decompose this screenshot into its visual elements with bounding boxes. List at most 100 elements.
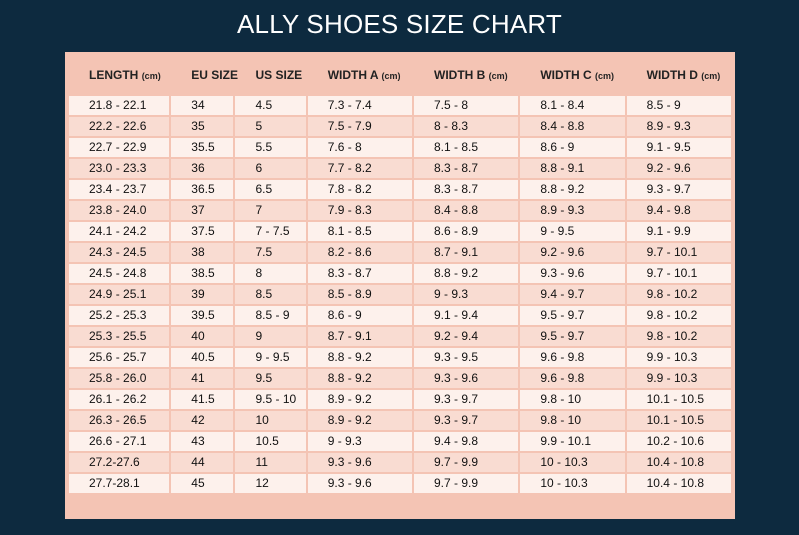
cell-width-d: 8.5 - 9 — [626, 96, 731, 115]
cell-length: 25.8 - 26.0 — [69, 369, 170, 388]
cell-eu-size: 35 — [171, 117, 234, 136]
column-header-unit: (cm) — [381, 71, 401, 81]
cell-width-b: 9 - 9.3 — [414, 285, 519, 304]
cell-width-b: 8.3 - 8.7 — [414, 180, 519, 199]
cell-length: 24.1 - 24.2 — [69, 222, 170, 241]
cell-width-d: 9.4 - 9.8 — [626, 201, 731, 220]
cell-us-size: 7 — [235, 201, 306, 220]
table-row: 27.7-28.1 45 12 9.3 - 9.6 9.7 - 9.9 10 -… — [69, 474, 731, 493]
cell-width-c: 9 - 9.5 — [520, 222, 625, 241]
cell-us-size: 9 — [235, 327, 306, 346]
cell-width-c: 9.5 - 9.7 — [520, 327, 625, 346]
table-row: 24.3 - 24.5 38 7.5 8.2 - 8.6 8.7 - 9.1 9… — [69, 243, 731, 262]
cell-eu-size: 38.5 — [171, 264, 234, 283]
column-header-width-b: WIDTH B (cm) — [414, 56, 519, 94]
cell-width-d: 9.8 - 10.2 — [626, 306, 731, 325]
column-header-label: US SIZE — [255, 68, 303, 82]
cell-width-c: 9.2 - 9.6 — [520, 243, 625, 262]
size-table: LENGTH (cm) EU SIZE US SIZE WIDTH A (cm)… — [67, 54, 733, 495]
cell-eu-size: 38 — [171, 243, 234, 262]
cell-length: 23.4 - 23.7 — [69, 180, 170, 199]
cell-us-size: 10.5 — [235, 432, 306, 451]
cell-length: 27.2-27.6 — [69, 453, 170, 472]
column-header-unit: (cm) — [141, 71, 161, 81]
cell-eu-size: 37 — [171, 201, 234, 220]
cell-width-d: 10.4 - 10.8 — [626, 453, 731, 472]
cell-eu-size: 37.5 — [171, 222, 234, 241]
column-header-length: LENGTH (cm) — [69, 56, 170, 94]
cell-eu-size: 39.5 — [171, 306, 234, 325]
table-row: 25.3 - 25.5 40 9 8.7 - 9.1 9.2 - 9.4 9.5… — [69, 327, 731, 346]
cell-width-b: 9.2 - 9.4 — [414, 327, 519, 346]
cell-width-a: 8.6 - 9 — [307, 306, 412, 325]
cell-us-size: 7.5 — [235, 243, 306, 262]
cell-width-c: 8.8 - 9.2 — [520, 180, 625, 199]
cell-us-size: 9.5 - 10 — [235, 390, 306, 409]
cell-length: 26.1 - 26.2 — [69, 390, 170, 409]
cell-eu-size: 43 — [171, 432, 234, 451]
cell-width-a: 7.5 - 7.9 — [307, 117, 412, 136]
cell-width-d: 9.7 - 10.1 — [626, 264, 731, 283]
page-title: ALLY SHOES SIZE CHART — [237, 9, 562, 39]
cell-us-size: 11 — [235, 453, 306, 472]
table-row: 24.1 - 24.2 37.5 7 - 7.5 8.1 - 8.5 8.6 -… — [69, 222, 731, 241]
column-header-width-d: WIDTH D (cm) — [626, 56, 731, 94]
cell-eu-size: 40.5 — [171, 348, 234, 367]
cell-width-a: 8.2 - 8.6 — [307, 243, 412, 262]
size-chart: LENGTH (cm) EU SIZE US SIZE WIDTH A (cm)… — [65, 52, 735, 519]
cell-length: 25.2 - 25.3 — [69, 306, 170, 325]
cell-width-c: 9.9 - 10.1 — [520, 432, 625, 451]
cell-us-size: 8 — [235, 264, 306, 283]
column-header-width-a: WIDTH A (cm) — [307, 56, 412, 94]
cell-length: 22.2 - 22.6 — [69, 117, 170, 136]
table-row: 24.5 - 24.8 38.5 8 8.3 - 8.7 8.8 - 9.2 9… — [69, 264, 731, 283]
cell-length: 24.9 - 25.1 — [69, 285, 170, 304]
cell-width-b: 8.8 - 9.2 — [414, 264, 519, 283]
cell-width-c: 8.1 - 8.4 — [520, 96, 625, 115]
cell-us-size: 8.5 - 9 — [235, 306, 306, 325]
cell-length: 24.3 - 24.5 — [69, 243, 170, 262]
table-row: 23.8 - 24.0 37 7 7.9 - 8.3 8.4 - 8.8 8.9… — [69, 201, 731, 220]
cell-width-a: 8.3 - 8.7 — [307, 264, 412, 283]
table-header-row: LENGTH (cm) EU SIZE US SIZE WIDTH A (cm)… — [69, 56, 731, 94]
cell-width-d: 9.7 - 10.1 — [626, 243, 731, 262]
cell-length: 25.6 - 25.7 — [69, 348, 170, 367]
cell-width-d: 9.9 - 10.3 — [626, 369, 731, 388]
cell-length: 26.3 - 26.5 — [69, 411, 170, 430]
cell-width-c: 8.8 - 9.1 — [520, 159, 625, 178]
cell-eu-size: 35.5 — [171, 138, 234, 157]
cell-us-size: 9 - 9.5 — [235, 348, 306, 367]
column-header-eu-size: EU SIZE — [171, 56, 238, 94]
cell-width-c: 9.3 - 9.6 — [520, 264, 625, 283]
column-header-label: WIDTH C — [540, 68, 592, 82]
cell-width-d: 9.8 - 10.2 — [626, 285, 731, 304]
table-row: 27.2-27.6 44 11 9.3 - 9.6 9.7 - 9.9 10 -… — [69, 453, 731, 472]
cell-us-size: 5.5 — [235, 138, 306, 157]
cell-width-c: 10 - 10.3 — [520, 453, 625, 472]
cell-us-size: 5 — [235, 117, 306, 136]
cell-width-a: 7.6 - 8 — [307, 138, 412, 157]
cell-width-d: 10.1 - 10.5 — [626, 390, 731, 409]
cell-eu-size: 40 — [171, 327, 234, 346]
cell-width-b: 9.3 - 9.7 — [414, 390, 519, 409]
table-row: 23.4 - 23.7 36.5 6.5 7.8 - 8.2 8.3 - 8.7… — [69, 180, 731, 199]
cell-width-b: 8.4 - 8.8 — [414, 201, 519, 220]
table-row: 22.7 - 22.9 35.5 5.5 7.6 - 8 8.1 - 8.5 8… — [69, 138, 731, 157]
cell-width-a: 9 - 9.3 — [307, 432, 412, 451]
cell-width-c: 8.9 - 9.3 — [520, 201, 625, 220]
cell-us-size: 4.5 — [235, 96, 306, 115]
table-row: 25.2 - 25.3 39.5 8.5 - 9 8.6 - 9 9.1 - 9… — [69, 306, 731, 325]
cell-us-size: 6.5 — [235, 180, 306, 199]
column-header-label: WIDTH D — [646, 68, 698, 82]
cell-width-a: 8.1 - 8.5 — [307, 222, 412, 241]
cell-eu-size: 39 — [171, 285, 234, 304]
cell-length: 24.5 - 24.8 — [69, 264, 170, 283]
cell-width-c: 9.6 - 9.8 — [520, 369, 625, 388]
cell-width-a: 9.3 - 9.6 — [307, 453, 412, 472]
column-header-unit: (cm) — [701, 71, 721, 81]
cell-eu-size: 36.5 — [171, 180, 234, 199]
cell-width-d: 10.2 - 10.6 — [626, 432, 731, 451]
cell-us-size: 6 — [235, 159, 306, 178]
cell-width-b: 9.7 - 9.9 — [414, 474, 519, 493]
cell-width-a: 8.5 - 8.9 — [307, 285, 412, 304]
